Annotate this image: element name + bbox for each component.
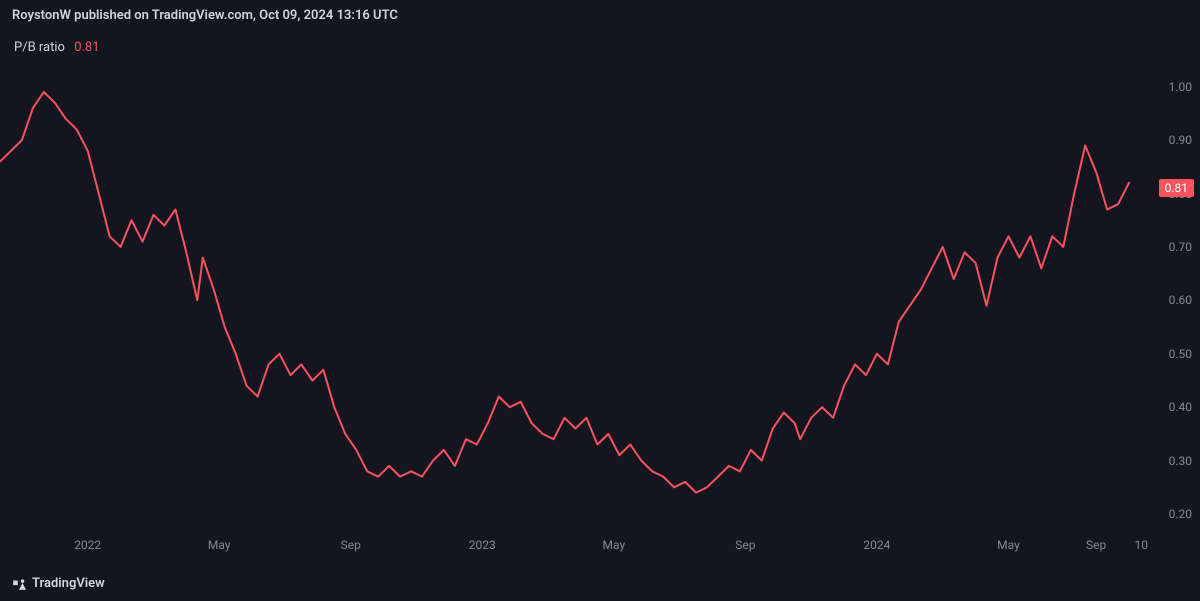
brand-footer: TradingView <box>12 576 105 591</box>
metric-value: 0.81 <box>74 40 99 55</box>
y-tick-label: 0.20 <box>1169 507 1192 521</box>
brand-text: TradingView <box>32 576 105 591</box>
y-tick-label: 0.70 <box>1169 240 1192 254</box>
line-chart-svg <box>0 60 1140 530</box>
x-tick-label: May <box>208 538 231 552</box>
tradingview-logo-icon <box>12 577 26 591</box>
y-tick-label: 0.30 <box>1169 454 1192 468</box>
publish-info: RoystonW published on TradingView.com, O… <box>12 8 398 23</box>
chart-container: RoystonW published on TradingView.com, O… <box>0 0 1200 601</box>
publish-text: RoystonW published on TradingView.com, O… <box>12 8 398 23</box>
y-tick-label: 1.00 <box>1169 80 1192 94</box>
x-tick-label: 2022 <box>74 538 101 552</box>
x-tick-label: Sep <box>341 538 361 552</box>
x-tick-label: 10 <box>1135 538 1149 552</box>
x-tick-label: May <box>997 538 1020 552</box>
y-current-value-badge: 0.81 <box>1159 179 1194 197</box>
x-tick-label: 2023 <box>469 538 496 552</box>
x-tick-label: 2024 <box>863 538 890 552</box>
y-tick-label: 0.50 <box>1169 347 1192 361</box>
x-axis: 2022MaySep2023MaySep2024MaySep10 <box>0 532 1140 562</box>
metric-label: P/B ratio <box>14 40 65 55</box>
x-tick-label: May <box>603 538 626 552</box>
y-tick-label: 0.90 <box>1169 133 1192 147</box>
x-tick-label: Sep <box>1086 538 1106 552</box>
chart-plot-area[interactable] <box>0 60 1140 530</box>
metric-row: P/B ratio 0.81 <box>14 40 100 55</box>
x-tick-label: Sep <box>735 538 755 552</box>
y-tick-label: 0.60 <box>1169 293 1192 307</box>
y-axis: 0.200.300.400.500.600.700.800.901.000.81 <box>1140 60 1200 530</box>
y-tick-label: 0.40 <box>1169 400 1192 414</box>
